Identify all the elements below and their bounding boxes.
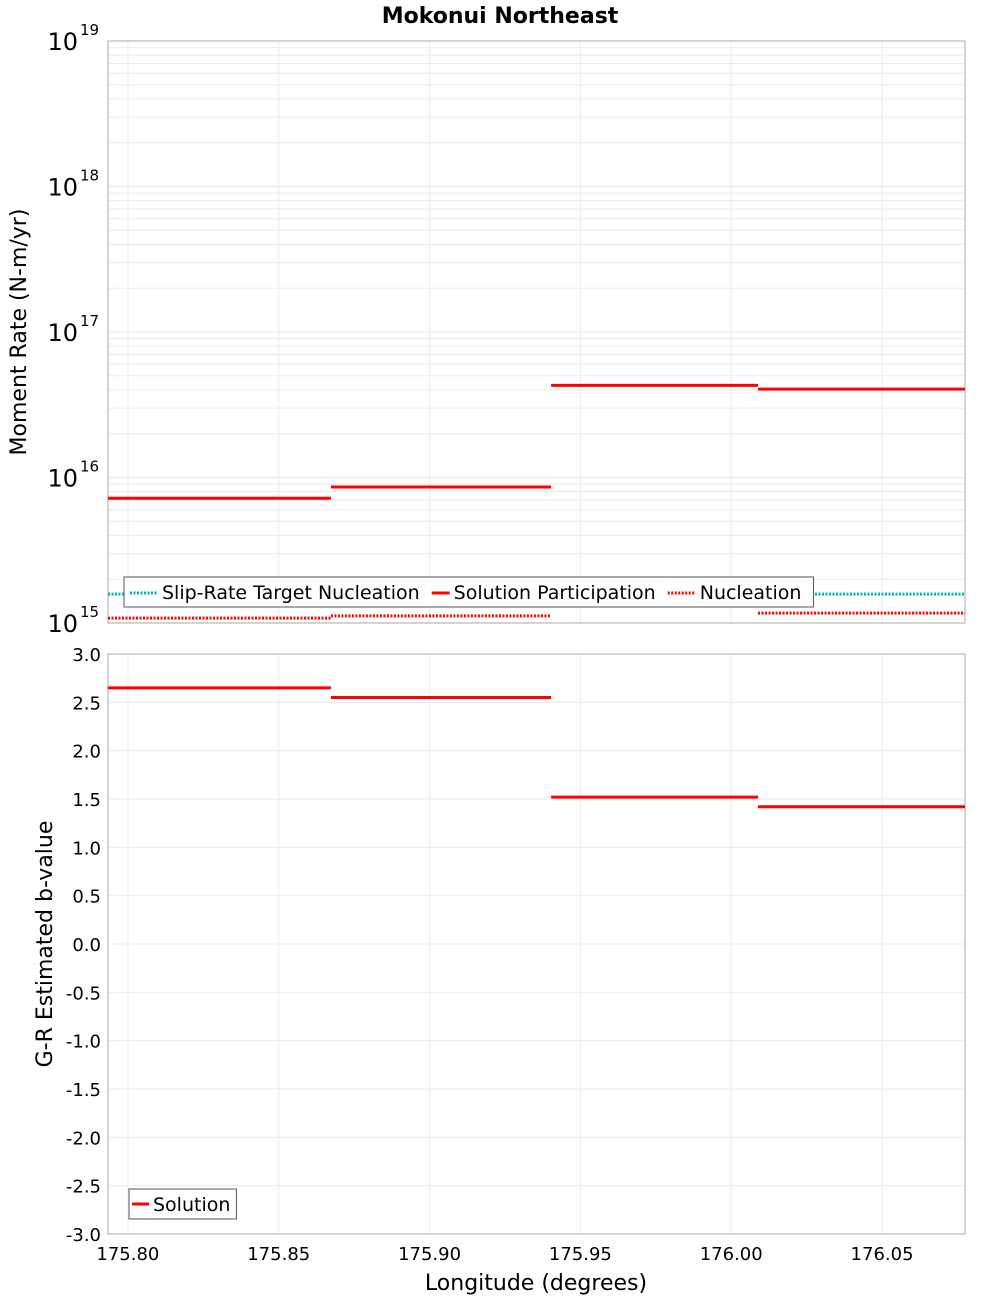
x-tick-label: 175.80 [96, 1244, 159, 1265]
y-tick-base: 10 [47, 28, 78, 56]
legend-label-slip-rate: Slip-Rate Target Nucleation [162, 582, 420, 604]
y-tick-label: -0.5 [66, 983, 101, 1004]
y-tick-label: -3.0 [66, 1225, 101, 1246]
top-legend-frame [123, 576, 814, 608]
top-plot-frame [107, 40, 966, 624]
y-tick-label: -1.0 [66, 1032, 101, 1053]
y-tick-label: 2.5 [72, 693, 101, 714]
y-tick-exponent: 16 [80, 458, 99, 476]
x-ticks: 175.80 175.85 175.90 175.95 176.00 176.05 [96, 1244, 913, 1265]
y-tick-label: 0.5 [72, 887, 101, 908]
legend-label-nucleation: Nucleation [700, 582, 802, 604]
bottom-series [108, 686, 965, 809]
bottom-plot-frame [107, 653, 966, 1235]
x-tick-label: 175.85 [247, 1244, 310, 1265]
chart-title: Mokonui Northeast [382, 4, 619, 29]
bottom-y-ticks: 3.0 2.5 2.0 1.5 1.0 0.5 0.0 -0.5 -1.0 -1.5 -2.0 -2.… [66, 645, 101, 1246]
y-tick-base: 10 [47, 465, 78, 493]
y-tick-base: 10 [47, 610, 78, 638]
y-tick-label: 2.0 [72, 742, 101, 763]
y-tick-label: -2.0 [66, 1128, 101, 1149]
y-tick-base: 10 [47, 319, 78, 347]
x-tick-label: 176.05 [851, 1244, 914, 1265]
y-tick-exponent: 19 [80, 21, 99, 39]
y-tick-exponent: 15 [80, 603, 99, 621]
y-tick-exponent: 17 [80, 312, 99, 330]
top-legend: Slip-Rate Target Nucleation Solution Par… [123, 576, 814, 608]
x-axis-label: Longitude (degrees) [425, 1271, 647, 1296]
y-tick-label: 3.0 [72, 645, 101, 666]
legend-label-solution-b: Solution [153, 1194, 230, 1216]
y-tick-label: -1.5 [66, 1080, 101, 1101]
y-tick-base: 10 [47, 174, 78, 202]
legend-label-solution: Solution Participation [454, 582, 656, 604]
y-tick-label: 0.0 [72, 935, 101, 956]
bottom-y-axis-label: G-R Estimated b-value [33, 821, 58, 1068]
y-tick-exponent: 18 [80, 167, 99, 185]
x-tick-label: 175.90 [398, 1244, 461, 1265]
top-grid [108, 41, 965, 624]
top-y-axis-label: Moment Rate (N-m/yr) [7, 209, 32, 456]
bottom-legend: Solution [128, 1188, 237, 1220]
y-tick-label: -2.5 [66, 1177, 101, 1198]
y-tick-label: 1.0 [72, 838, 101, 859]
x-tick-label: 175.95 [549, 1244, 612, 1265]
y-tick-label: 1.5 [72, 790, 101, 811]
bottom-grid [108, 653, 965, 1235]
x-tick-label: 176.00 [700, 1244, 763, 1265]
